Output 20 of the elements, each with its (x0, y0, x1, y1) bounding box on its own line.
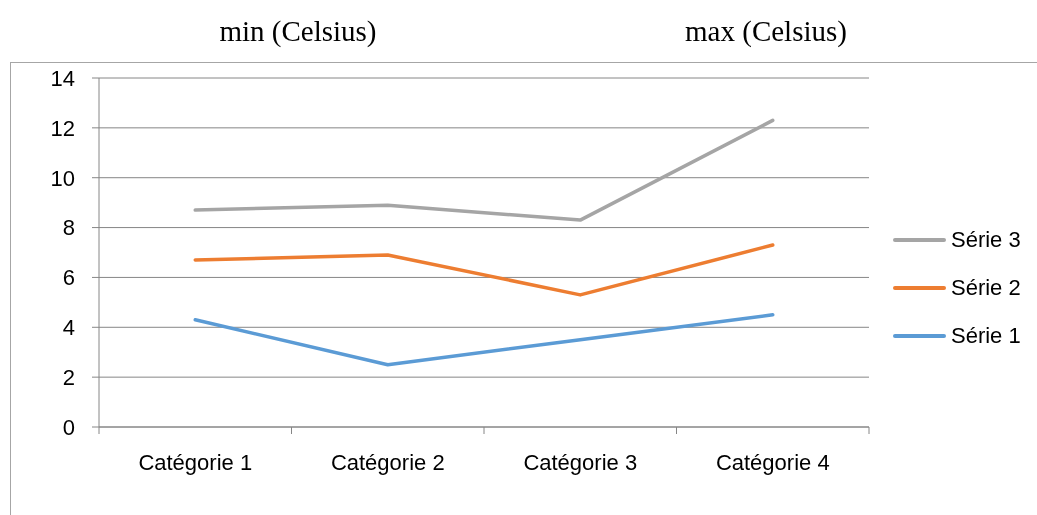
line-series (193, 313, 775, 367)
text: max (Celsius) (684, 14, 848, 48)
line-series (193, 243, 775, 297)
legend-label: Série 1 (951, 323, 1021, 349)
y-tick-label: 0 (62, 414, 75, 440)
y-tick-label: 6 (62, 265, 75, 291)
legend-label: Série 2 (951, 275, 1021, 301)
legend-label: Série 3 (951, 227, 1021, 253)
text: min (Celsius) (218, 14, 378, 48)
y-tick-label: 14 (50, 65, 75, 91)
y-tick-label: 4 (62, 315, 75, 341)
x-tick-label: Catégorie 4 (715, 449, 830, 475)
line-series (193, 118, 775, 222)
x-tick-label: Catégorie 3 (523, 449, 638, 475)
y-tick-label: 10 (50, 165, 75, 191)
y-tick-label: 2 (62, 364, 75, 390)
x-tick-label: Catégorie 2 (330, 449, 445, 475)
y-tick-label: 12 (50, 115, 75, 141)
y-tick-label: 8 (62, 215, 75, 241)
x-tick-label: Catégorie 1 (138, 449, 253, 475)
